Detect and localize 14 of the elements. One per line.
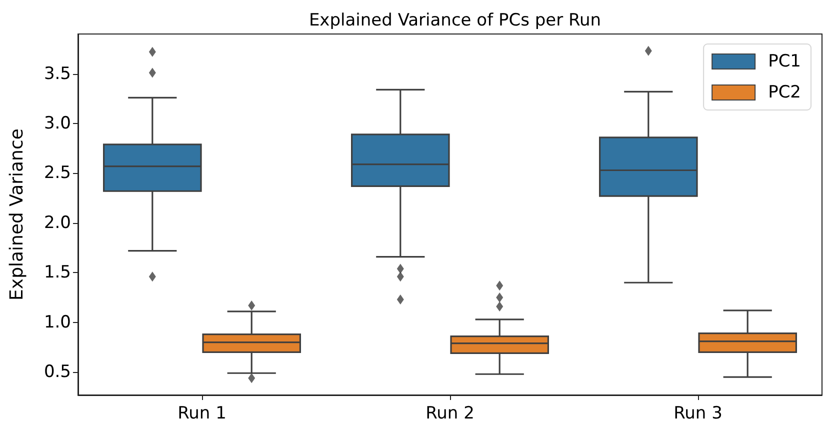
y-tick-label: 2.5 [44,163,71,184]
x-tick-label: Run 2 [426,404,474,424]
y-tick-label: 2.0 [44,212,71,233]
chart-title: Explained Variance of PCs per Run [308,10,602,30]
y-axis-title: Explained Variance [6,128,28,300]
y-tick-label: 3.0 [44,114,71,134]
y-tick-label: 1.5 [44,262,71,283]
x-tick-label: Run 1 [178,404,226,424]
x-tick-label: Run 3 [674,404,722,424]
y-tick-label: 0.5 [44,362,71,382]
legend-label: PC1 [768,52,801,72]
y-tick-label: 3.5 [44,64,71,84]
legend-label: PC2 [768,82,801,102]
y-tick-label: 1.0 [44,312,71,332]
